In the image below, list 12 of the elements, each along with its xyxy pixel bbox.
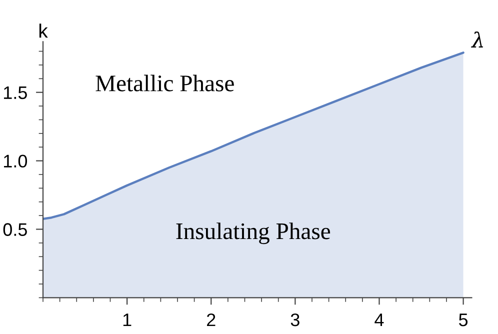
annotation: Metallic Phase — [96, 74, 234, 92]
x-tick-label: 2 — [207, 313, 216, 326]
y-tick-label: 1.5 — [4, 86, 27, 100]
y-axis-title: k — [39, 24, 48, 38]
x-tick-label: 3 — [290, 313, 300, 326]
y-tick-label: 0.5 — [3, 223, 27, 236]
x-tick-label: 4 — [374, 314, 384, 326]
x-tick-label: 1 — [123, 314, 132, 326]
annotation: Insulating Phase — [176, 222, 330, 244]
y-tick-label: 1.0 — [4, 154, 28, 168]
x-tick-label: 5 — [458, 314, 468, 326]
x-axis-title: λ — [471, 32, 483, 48]
